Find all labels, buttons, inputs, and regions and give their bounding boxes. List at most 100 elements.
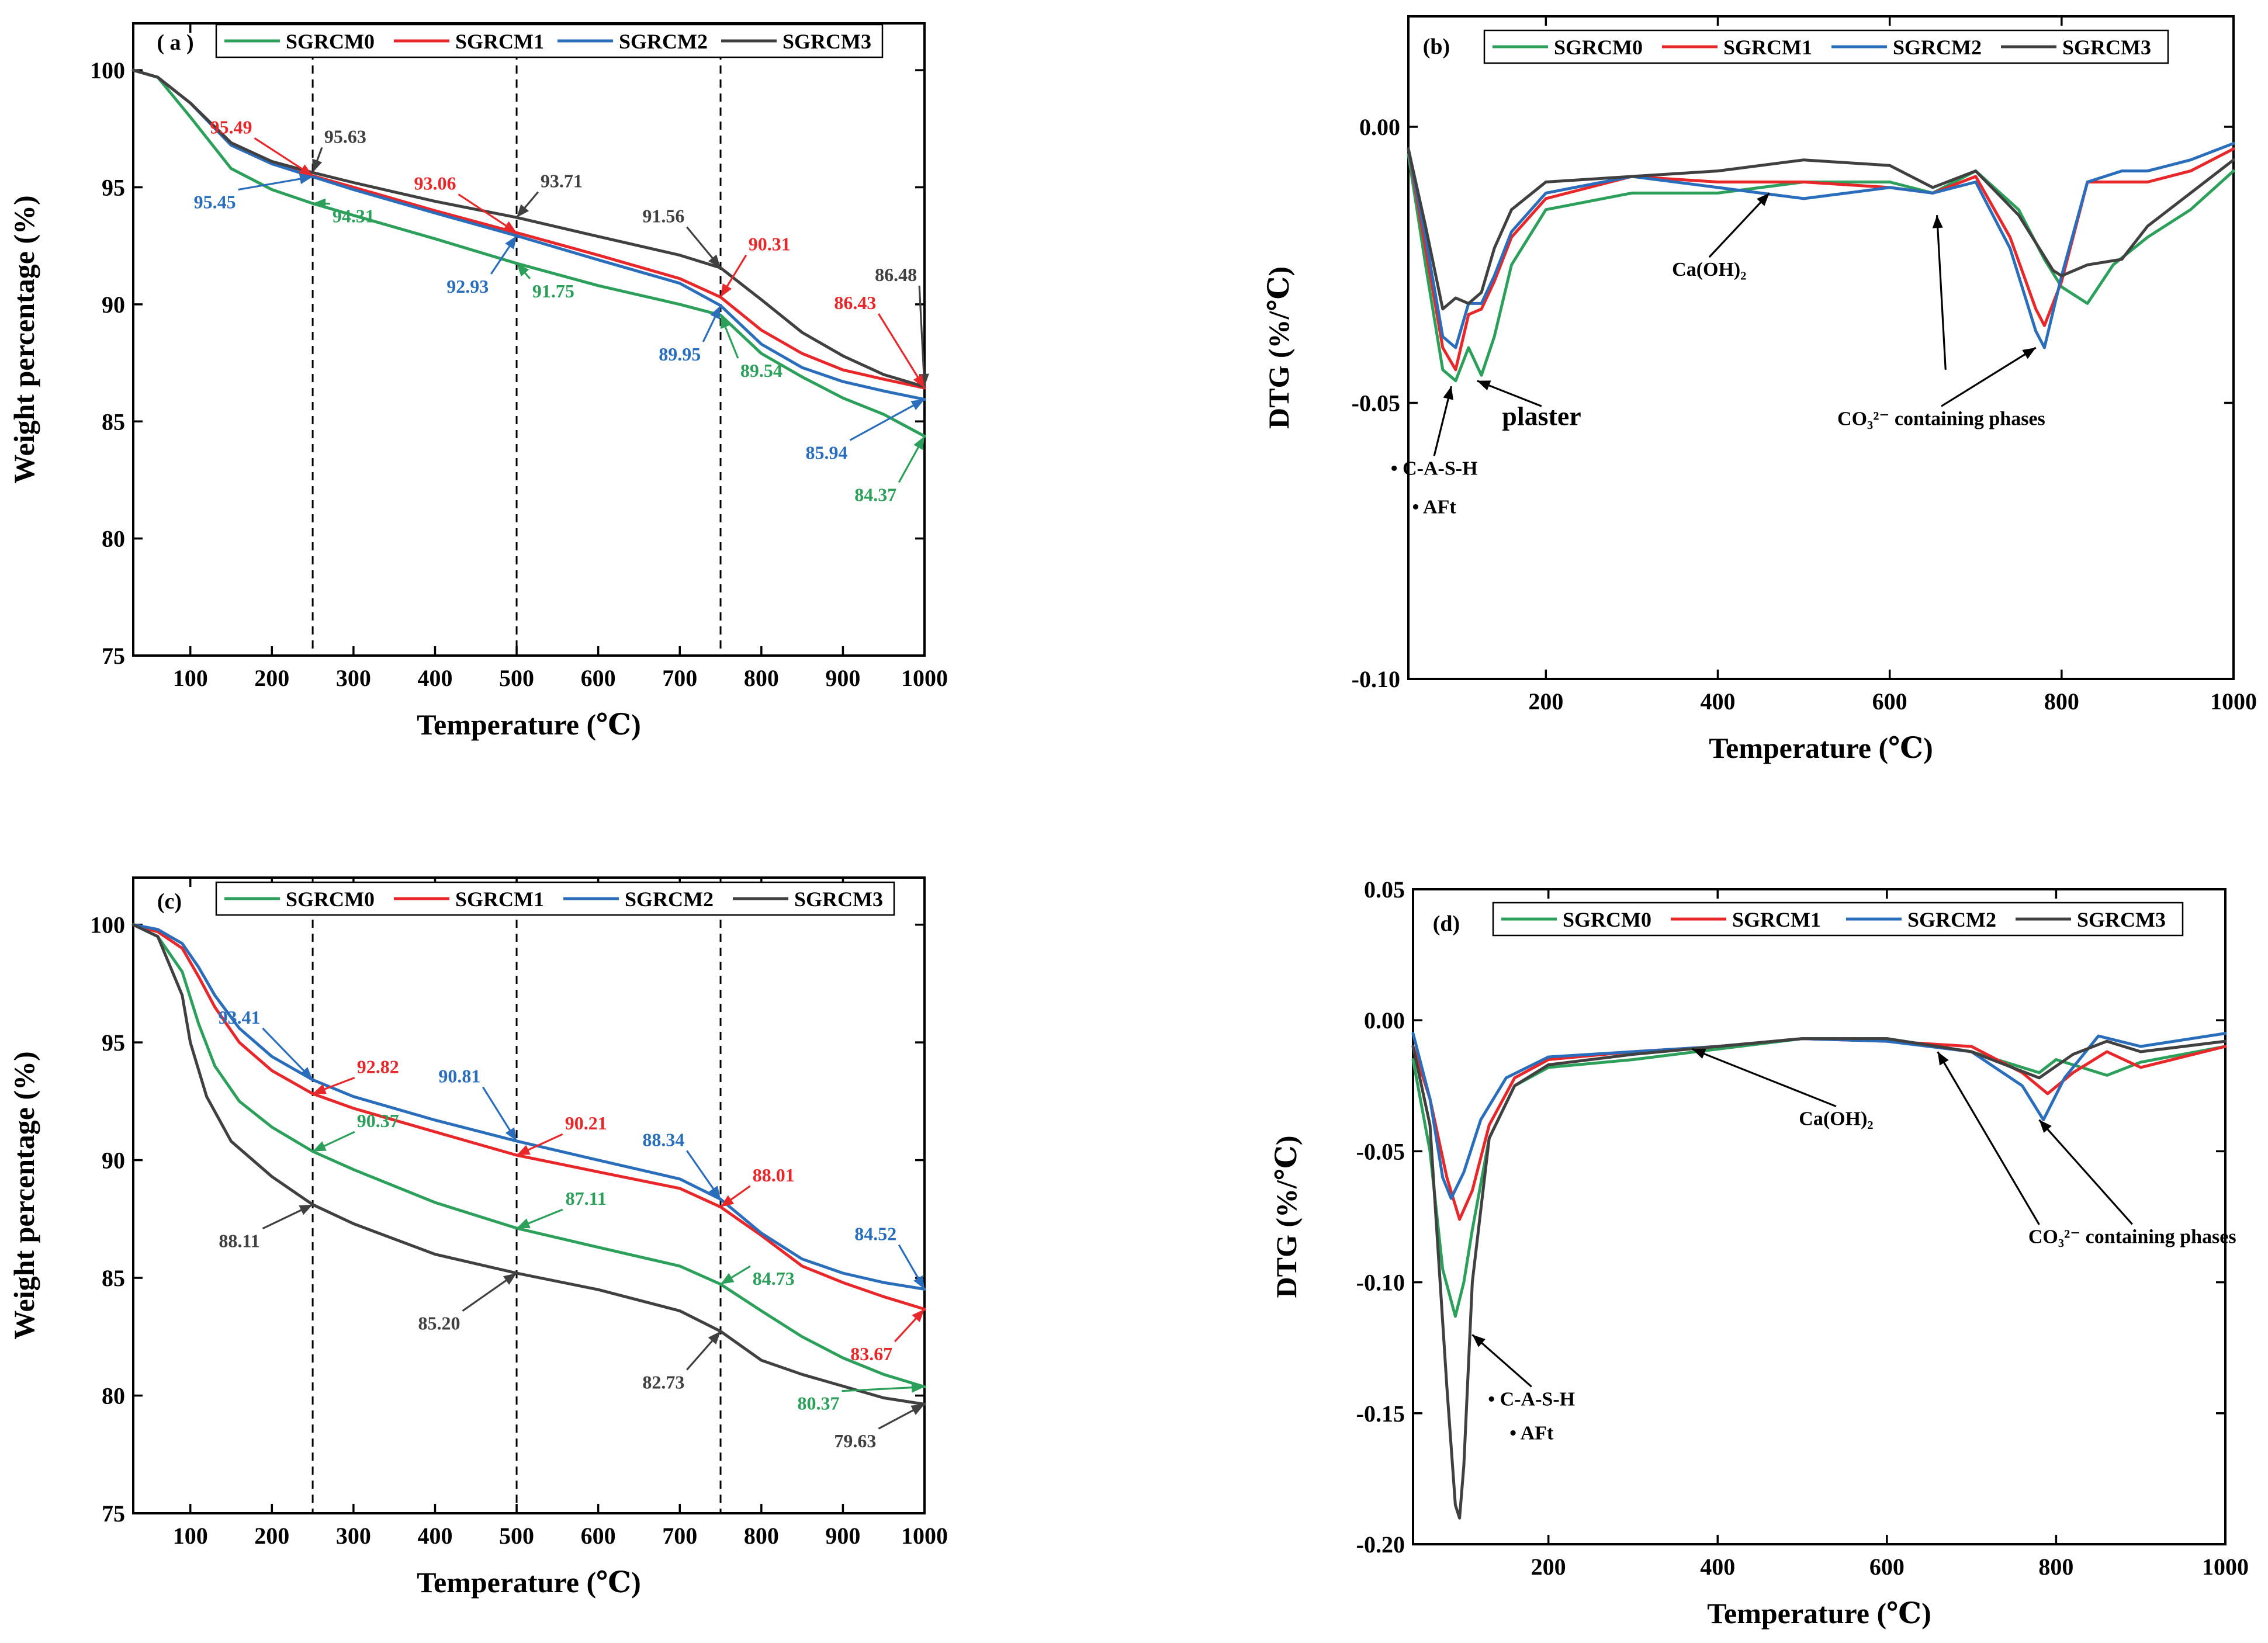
- x-tick-label: 600: [581, 665, 616, 691]
- annotation-arrow-head: [299, 174, 313, 185]
- annotation-label: 80.37: [798, 1393, 840, 1414]
- y-tick-label: -0.05: [1356, 1138, 1405, 1164]
- annotation-arrow-head: [721, 1195, 735, 1207]
- series-line-sgrcm0: [1411, 1037, 2227, 1318]
- plot-frame: [132, 876, 926, 1514]
- panel-b: 200 400 600 800 1000 -0.10 -0.05 0.00 Temperatur…: [1262, 15, 2257, 764]
- annotation-arrow-head: [2039, 1119, 2052, 1134]
- legend-label-sgrcm3: SGRCM3: [2062, 36, 2151, 59]
- annotation-arrow-head: [505, 1127, 517, 1141]
- annotation-label: 95.63: [324, 126, 366, 147]
- y-tick-label: 100: [90, 57, 125, 84]
- x-tick-label: 800: [2038, 1554, 2073, 1580]
- y-tick-label: 85: [102, 1265, 125, 1291]
- x-tick-label: 600: [1872, 688, 1907, 715]
- x-tick-label: 400: [417, 1523, 452, 1549]
- annotation-arrow-head: [1937, 1052, 1949, 1066]
- annotation-arrow-head: [710, 305, 721, 320]
- annotation-arrow-shaft: [1692, 1048, 1837, 1108]
- annotation-arrow-head: [721, 283, 732, 297]
- panel-label: (c): [157, 889, 182, 914]
- y-axis-title: DTG (%/℃): [1270, 1136, 1303, 1298]
- annotation-label: Ca(OH)₂: [1799, 1108, 1873, 1130]
- annotation-label: 91.56: [642, 206, 684, 227]
- y-tick-label: 95: [102, 175, 125, 201]
- x-axis-title: Temperature (℃): [417, 1566, 640, 1599]
- annotation-label: 93.41: [218, 1007, 260, 1028]
- legend-label-sgrcm1: SGRCM1: [1723, 36, 1812, 59]
- annotation-arrow-shaft: [1708, 192, 1770, 258]
- annotation-arrow-head: [505, 235, 517, 249]
- legend-label-sgrcm3: SGRCM3: [794, 888, 883, 911]
- annotation-label: Ca(OH)₂: [1672, 259, 1746, 280]
- series-line-sgrcm0: [131, 923, 926, 1389]
- x-tick-label: 800: [744, 665, 779, 691]
- annotation-label: 85.94: [805, 442, 847, 463]
- annotation-label: 85.20: [418, 1313, 460, 1334]
- panel-d: 200 400 600 800 1000 -0.20 -0.15 -0.10 -0.05 0.00…: [1270, 876, 2249, 1630]
- y-tick-label: -0.05: [1352, 390, 1400, 417]
- annotation-label: CO₃²⁻ containing phases: [2028, 1226, 2236, 1247]
- annotation-arrow-head: [709, 1186, 721, 1200]
- y-tick-label: 0.05: [1364, 876, 1405, 903]
- annotation-arrow-shaft: [1935, 215, 1947, 370]
- annotation-label: 93.06: [414, 173, 456, 194]
- annotation-label: 84.37: [854, 484, 896, 505]
- y-tick-label: 0.00: [1359, 114, 1400, 140]
- x-tick-label: 1000: [901, 1523, 948, 1549]
- y-axis-title: DTG (%/℃): [1262, 266, 1295, 429]
- annotation-label: • C-A-S-H: [1488, 1388, 1575, 1410]
- annotation-label: 90.31: [749, 234, 791, 255]
- annotation-arrow-head: [503, 1273, 517, 1285]
- annotation-label: 90.81: [438, 1066, 480, 1087]
- annotation-arrow-head: [299, 1204, 313, 1215]
- x-tick-label: 1000: [2202, 1554, 2249, 1580]
- x-tick-label: 1000: [901, 665, 948, 691]
- annotation-arrow-shaft: [842, 1386, 925, 1392]
- annotation-label: CO₃²⁻ containing phases: [1837, 408, 2045, 429]
- annotation-arrow-head: [1477, 380, 1491, 391]
- x-tick-label: 800: [744, 1523, 779, 1549]
- annotation-arrow-head: [1757, 193, 1770, 206]
- annotation-label: 86.43: [834, 292, 876, 313]
- annotation-arrow-head: [910, 1404, 924, 1415]
- x-tick-label: 300: [336, 665, 371, 691]
- annotation-label: 94.31: [333, 206, 375, 227]
- x-tick-label: 100: [173, 1523, 208, 1549]
- x-tick-label: 500: [499, 665, 534, 691]
- y-tick-label: -0.10: [1352, 666, 1400, 692]
- annotation-arrow-shaft: [877, 313, 926, 389]
- x-tick-label: 700: [662, 665, 697, 691]
- y-tick-label: 80: [102, 526, 125, 552]
- legend-label-sgrcm2: SGRCM2: [1907, 908, 1996, 931]
- legend-label-sgrcm0: SGRCM0: [1563, 908, 1651, 931]
- y-tick-label: -0.20: [1356, 1531, 1405, 1558]
- x-tick-label: 1000: [2210, 688, 2257, 715]
- annotation-label: 91.75: [532, 280, 574, 301]
- annotation-label: • AFt: [1412, 497, 1457, 518]
- y-tick-label: 100: [90, 912, 125, 938]
- legend-label-sgrcm1: SGRCM1: [455, 30, 544, 53]
- annotation-label: 83.67: [850, 1343, 892, 1364]
- annotation-arrow-shaft: [2038, 1119, 2133, 1225]
- annotation-arrow-head: [912, 1309, 924, 1322]
- annotation-label: 92.93: [446, 276, 489, 297]
- annotation-label: • AFt: [1509, 1423, 1554, 1444]
- annotation-arrow-head: [1932, 215, 1943, 228]
- annotation-label: • C-A-S-H: [1391, 457, 1478, 479]
- annotation-arrow-head: [1443, 386, 1454, 400]
- annotation-arrow-head: [313, 1141, 327, 1152]
- x-tick-label: 100: [173, 665, 208, 691]
- y-tick-label: 75: [102, 1500, 125, 1527]
- annotation-label: 95.45: [194, 192, 236, 213]
- series-line-sgrcm0: [1407, 152, 2235, 383]
- annotation-label: 92.82: [357, 1056, 399, 1077]
- annotation-arrow-head: [913, 1275, 924, 1290]
- annotation-arrow-head: [517, 204, 529, 218]
- annotation-label: 84.73: [753, 1268, 795, 1289]
- annotation-label: 93.71: [541, 171, 583, 192]
- annotation-arrow-head: [517, 263, 529, 277]
- legend-label-sgrcm3: SGRCM3: [782, 30, 871, 53]
- series-line-sgrcm3: [1411, 1037, 2227, 1520]
